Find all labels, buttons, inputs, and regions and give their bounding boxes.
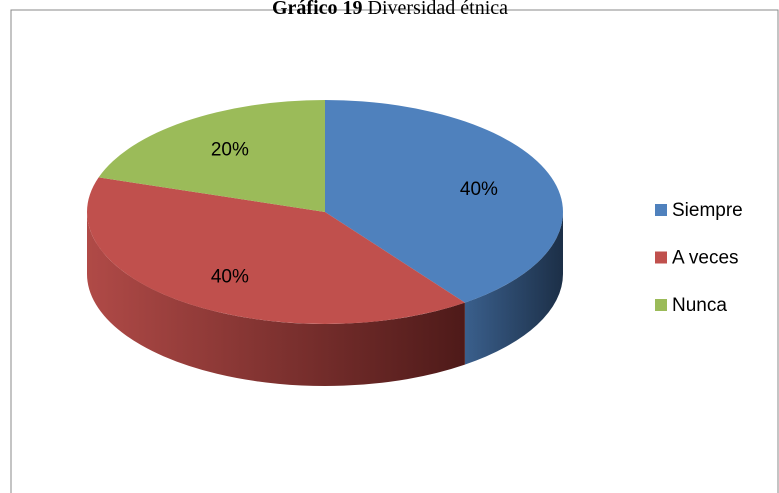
pie-slice xyxy=(86,177,465,324)
pie-slice xyxy=(325,100,563,303)
legend-label: Nunca xyxy=(672,295,727,316)
pie-side xyxy=(464,212,563,365)
legend-swatch xyxy=(655,204,667,216)
legend: Siempre A veces Nunca xyxy=(655,200,743,316)
legend-swatch xyxy=(655,299,667,311)
legend-label: A veces xyxy=(672,248,739,269)
pie-slice xyxy=(98,100,325,212)
legend-label: Siempre xyxy=(672,200,743,221)
legend-swatch xyxy=(655,251,667,264)
title-number: Gráfico 19 xyxy=(272,0,363,19)
data-label: 20% xyxy=(211,140,249,161)
data-label: 40% xyxy=(211,266,249,287)
title-text: Diversidad étnica xyxy=(368,0,509,19)
pie-side xyxy=(87,212,465,387)
pie: 40% 40% 20% xyxy=(86,100,563,387)
chart-title: Gráfico 19 Diversidad étnica xyxy=(272,0,508,19)
data-label: 40% xyxy=(460,179,498,200)
